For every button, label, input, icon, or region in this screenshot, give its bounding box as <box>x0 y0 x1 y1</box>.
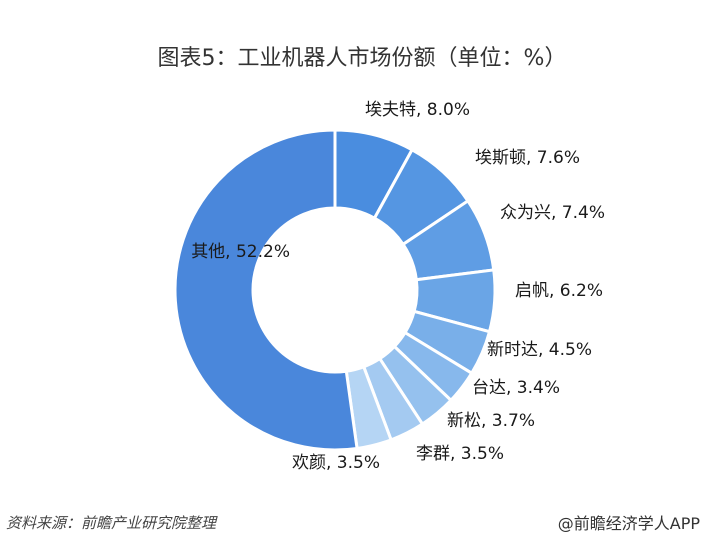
chart-title: 图表5：工业机器人市场份额（单位：%） <box>157 46 567 71</box>
data-label-1: 埃夫特, 8.0% <box>365 100 470 120</box>
data-label-7: 新松, 3.7% <box>447 411 535 431</box>
data-label-8: 李群, 3.5% <box>416 444 504 464</box>
credit-note: @前瞻经济学人APP <box>557 514 700 533</box>
data-label-9: 欢颜, 3.5% <box>292 453 380 473</box>
data-label-4: 启帆, 6.2% <box>515 281 603 301</box>
data-label-6: 台达, 3.4% <box>472 378 560 398</box>
data-label-5: 新时达, 4.5% <box>487 340 592 360</box>
labels-group: 埃夫特, 8.0% 埃斯顿, 7.6% 众为兴, 7.4% 启帆, 6.2% 新时达, … <box>191 100 605 473</box>
source-note: 资料来源：前瞻产业研究院整理 <box>6 514 217 532</box>
data-label-2: 埃斯顿, 7.6% <box>475 148 580 168</box>
slice-10 <box>173 128 359 452</box>
data-label-3: 众为兴, 7.4% <box>500 203 605 223</box>
slices-group <box>173 128 497 452</box>
data-label-10: 其他, 52.2% <box>191 242 290 262</box>
